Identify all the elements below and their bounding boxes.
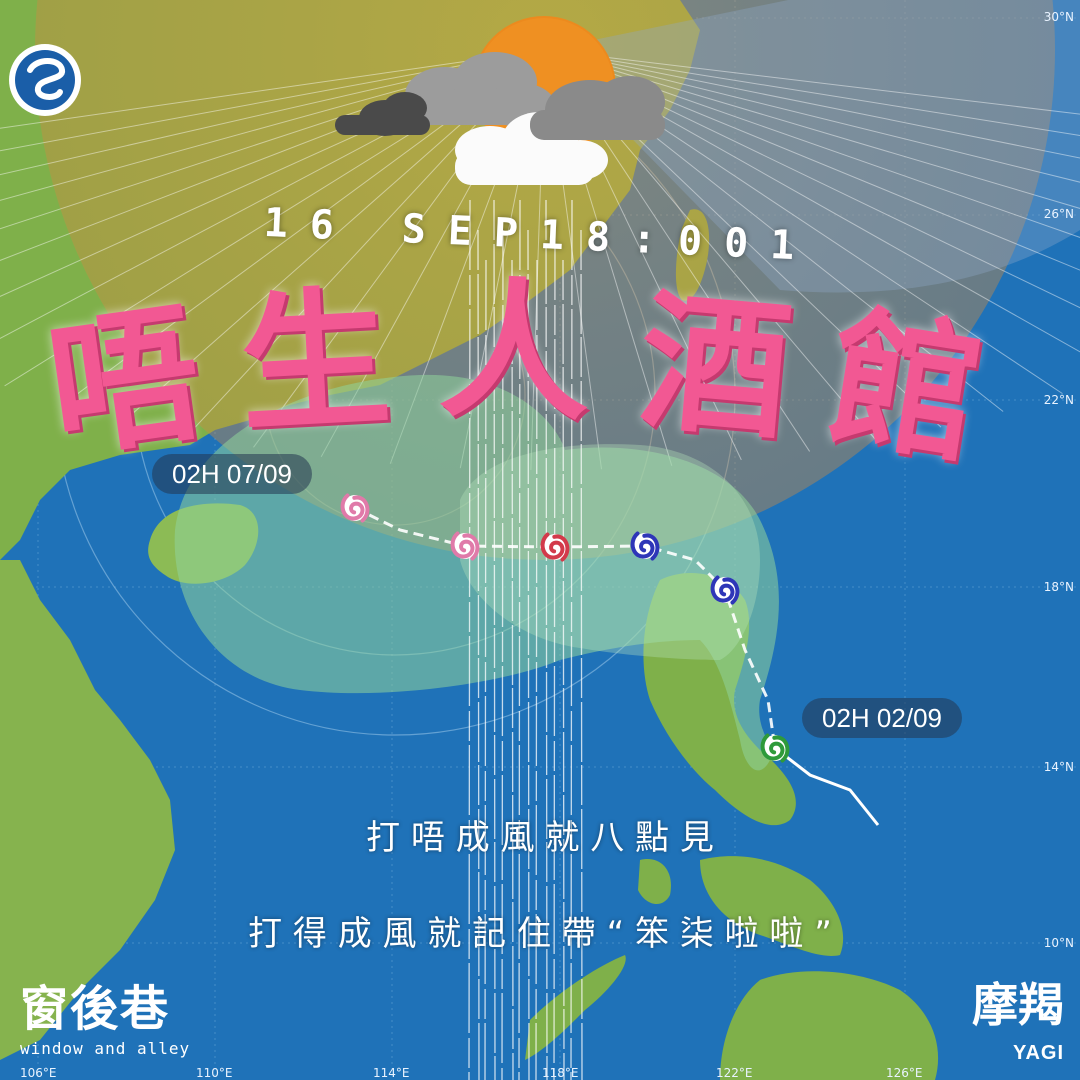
storm-name-cn: 摩羯 bbox=[972, 978, 1064, 1032]
lat-label-14: 14°N bbox=[1043, 760, 1074, 774]
sun-ray bbox=[544, 49, 1080, 159]
forecast-cone-inner bbox=[460, 444, 760, 660]
tropical-cyclone-icon bbox=[760, 733, 790, 763]
scratch-line bbox=[518, 199, 521, 1080]
lon-label: 114°E bbox=[373, 1066, 410, 1080]
forecast-track-line bbox=[354, 506, 777, 749]
tropical-cyclone-icon bbox=[340, 493, 370, 523]
scratch-line bbox=[501, 229, 504, 1080]
scratch-line bbox=[535, 259, 538, 1080]
sun-ray bbox=[544, 49, 1080, 209]
lat-label-26: 26°N bbox=[1043, 207, 1074, 221]
brand-name-en: window and alley bbox=[20, 1039, 191, 1058]
tropical-cyclone-icon bbox=[540, 532, 570, 562]
land-mindanao bbox=[720, 971, 939, 1080]
brand-logo: 窗後巷 window and alley bbox=[20, 985, 190, 1058]
sun-ray bbox=[544, 49, 1080, 238]
land-mindoro bbox=[638, 859, 671, 905]
scratch-line bbox=[484, 259, 487, 1080]
land-palawan bbox=[525, 955, 626, 1060]
lat-label-30: 30°N bbox=[1043, 10, 1074, 24]
observatory-logo-icon bbox=[9, 44, 81, 116]
lat-label-22: 22°N bbox=[1043, 393, 1074, 407]
haze-overlay bbox=[545, 0, 1080, 293]
lon-label: 126°E bbox=[886, 1066, 923, 1080]
caption-line-1: 打 唔 成 風 就 八 點 見 bbox=[366, 818, 714, 858]
scratch-line bbox=[562, 259, 565, 1080]
scratch-line bbox=[580, 229, 583, 1080]
title-char: 館 bbox=[817, 290, 993, 486]
caption-line-2: 打 得 成 風 就 記 住 帶 “ 笨 柒 啦 啦 ” bbox=[248, 914, 832, 954]
cyclone-markers bbox=[340, 493, 790, 763]
sun-behind-clouds-icon bbox=[335, 16, 665, 185]
scratch-line bbox=[570, 199, 573, 1080]
title-char: 人 bbox=[437, 263, 594, 443]
sun-ray bbox=[544, 49, 1080, 136]
land-indochina bbox=[0, 560, 175, 1060]
scratch-line bbox=[553, 229, 556, 1080]
poster-title: 唔 生 人 酒 館 bbox=[38, 263, 1040, 486]
lon-label: 110°E bbox=[196, 1066, 233, 1080]
title-char: 唔 bbox=[38, 286, 212, 480]
land-visayas bbox=[700, 856, 844, 956]
scratch-line bbox=[493, 199, 496, 1080]
forecast-cone bbox=[174, 374, 779, 771]
scratch-line bbox=[477, 229, 480, 1080]
sun-ray bbox=[0, 49, 546, 129]
sun-ray bbox=[0, 49, 546, 152]
scratch-lines bbox=[468, 199, 583, 1080]
tropical-cyclone-icon bbox=[710, 575, 740, 605]
scratch-line bbox=[527, 229, 530, 1080]
sun-ray bbox=[544, 49, 1080, 183]
storm-name-en: YAGI bbox=[1012, 1042, 1064, 1064]
longitude-labels: 106°E 110°E 114°E 118°E 122°E 126°E bbox=[0, 1066, 1080, 1080]
lon-label: 122°E bbox=[716, 1066, 753, 1080]
forecast-start-label: 02H 02/09 bbox=[802, 698, 962, 738]
forecast-end-label: 02H 07/09 bbox=[152, 454, 312, 494]
title-char: 酒 bbox=[632, 274, 798, 462]
lat-label-10: 10°N bbox=[1043, 936, 1074, 950]
sun-ray bbox=[0, 49, 546, 176]
lon-label: 118°E bbox=[542, 1066, 579, 1080]
tropical-cyclone-icon bbox=[450, 531, 480, 561]
sun-ray bbox=[544, 49, 1080, 115]
past-track-line bbox=[774, 746, 880, 826]
title-char: 生 bbox=[235, 272, 395, 454]
tropical-cyclone-icon bbox=[630, 531, 660, 561]
storm-name: 摩羯 YAGI bbox=[972, 982, 1064, 1065]
scratch-line bbox=[511, 259, 514, 1080]
lat-label-18: 18°N bbox=[1043, 580, 1074, 594]
brand-name-cn: 窗後巷 bbox=[20, 981, 171, 1037]
lon-label: 106°E bbox=[20, 1066, 57, 1080]
scratch-line bbox=[545, 199, 548, 1080]
scratch-line bbox=[468, 199, 471, 1080]
